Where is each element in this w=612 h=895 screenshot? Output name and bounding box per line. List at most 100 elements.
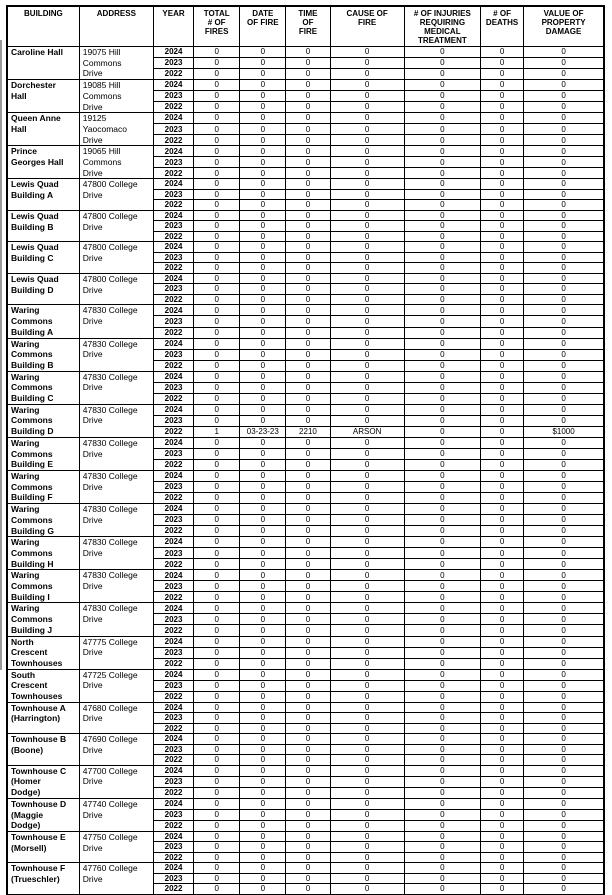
table-row: 2022 1 03-23-23 2210 ARSON 0 0 $1000 xyxy=(7,425,605,438)
cell-cause-of-fire: 0 xyxy=(329,458,405,471)
cell-deaths: 0 xyxy=(479,230,525,243)
table-row: 2023 0 0 0 0 0 0 0 xyxy=(7,123,605,136)
cell-date-of-fire: 0 xyxy=(239,775,287,788)
cell-property-damage: 0 xyxy=(523,613,605,626)
cell-cause-of-fire: 0 xyxy=(329,293,405,306)
cell-total-fires: 0 xyxy=(193,808,241,821)
cell-deaths: 0 xyxy=(479,733,525,745)
table-row: 2023 0 0 0 0 0 0 0 xyxy=(7,220,605,232)
cell-property-damage: 0 xyxy=(523,57,605,70)
cell-total-fires: 0 xyxy=(193,764,241,777)
cell-total-fires: 0 xyxy=(193,414,241,427)
year-cell: 2024 xyxy=(152,830,195,843)
cell-injuries: 0 xyxy=(403,819,482,832)
cell-cause-of-fire: 0 xyxy=(329,481,405,494)
cell-cause-of-fire: 0 xyxy=(329,591,405,604)
cell-date-of-fire: 0 xyxy=(239,819,287,832)
cell-deaths: 0 xyxy=(479,646,525,659)
table-row: Dorchester Hall 19085 Hill Commons Drive 2… xyxy=(6,79,605,114)
cell-date-of-fire: 0 xyxy=(239,134,287,147)
cell-property-damage: 0 xyxy=(523,819,605,832)
cell-property-damage: 0 xyxy=(523,851,605,864)
building-address-cell: 47800 College Drive xyxy=(78,178,154,211)
cell-date-of-fire: 0 xyxy=(239,293,287,306)
cell-cause-of-fire: 0 xyxy=(329,514,405,527)
cell-cause-of-fire: 0 xyxy=(329,283,405,295)
cell-date-of-fire: 0 xyxy=(239,392,287,405)
cell-date-of-fire: 0 xyxy=(239,381,287,394)
cell-property-damage: 0 xyxy=(523,841,605,853)
table-body: Caroline Hall 19075 Hill Commons Drive 202… xyxy=(6,45,605,895)
cell-property-damage: 0 xyxy=(523,123,605,136)
table-row: 2023 0 0 0 0 0 0 0 xyxy=(7,547,605,560)
cell-total-fires: 0 xyxy=(193,251,241,264)
cell-total-fires: 0 xyxy=(193,503,241,516)
cell-injuries: 0 xyxy=(403,199,482,211)
year-cell: 2022 xyxy=(152,624,195,637)
cell-injuries: 0 xyxy=(403,883,482,895)
cell-time-of-fire: 0 xyxy=(285,547,331,560)
cell-property-damage: 0 xyxy=(523,436,605,449)
cell-time-of-fire: 0 xyxy=(285,134,331,147)
column-header-year: YEAR xyxy=(152,5,195,47)
cell-date-of-fire: 0 xyxy=(239,326,287,339)
cell-deaths: 0 xyxy=(479,536,525,549)
cell-time-of-fire: 0 xyxy=(285,112,331,125)
cell-deaths: 0 xyxy=(479,525,525,538)
cell-cause-of-fire: 0 xyxy=(329,712,405,724)
year-cell: 2023 xyxy=(152,743,195,756)
cell-date-of-fire: 0 xyxy=(239,503,287,516)
cell-deaths: 0 xyxy=(479,492,525,505)
year-cell: 2022 xyxy=(152,690,195,703)
table-row: Caroline Hall 19075 Hill Commons Drive 202… xyxy=(6,45,605,81)
cell-total-fires: 0 xyxy=(193,68,241,81)
year-cell: 2023 xyxy=(152,251,195,264)
building-address-cell: 47725 College Drive xyxy=(78,668,154,703)
year-cell: 2024 xyxy=(152,178,195,190)
cell-property-damage: 0 xyxy=(523,775,605,788)
cell-total-fires: 0 xyxy=(193,337,241,350)
cell-time-of-fire: 0 xyxy=(285,156,331,169)
cell-property-damage: 0 xyxy=(523,808,605,821)
cell-injuries: 0 xyxy=(403,602,482,615)
column-header-time-of-fire: TIME OF FIRE xyxy=(285,5,331,47)
year-cell: 2022 xyxy=(152,326,195,339)
cell-injuries: 0 xyxy=(403,156,482,169)
cell-deaths: 0 xyxy=(479,45,525,59)
cell-injuries: 0 xyxy=(403,580,482,593)
cell-deaths: 0 xyxy=(479,872,525,885)
cell-cause-of-fire: 0 xyxy=(329,381,405,394)
year-cell: 2024 xyxy=(152,370,195,383)
cell-cause-of-fire: 0 xyxy=(329,209,405,222)
year-cell: 2022 xyxy=(152,230,195,243)
cell-cause-of-fire: 0 xyxy=(329,230,405,243)
cell-deaths: 0 xyxy=(479,337,525,350)
cell-property-damage: 0 xyxy=(523,272,605,285)
cell-time-of-fire: 0 xyxy=(285,883,331,895)
table-row: 2022 0 0 0 0 0 0 0 xyxy=(7,101,605,114)
cell-time-of-fire: 0 xyxy=(285,262,331,274)
cell-deaths: 0 xyxy=(479,425,525,438)
year-cell: 2023 xyxy=(152,775,195,788)
cell-injuries: 0 xyxy=(403,370,482,383)
cell-deaths: 0 xyxy=(479,458,525,471)
cell-date-of-fire: 0 xyxy=(239,315,287,328)
cell-injuries: 0 xyxy=(403,45,482,59)
cell-injuries: 0 xyxy=(403,841,482,853)
cell-time-of-fire: 0 xyxy=(285,57,331,70)
cell-injuries: 0 xyxy=(403,525,482,538)
cell-injuries: 0 xyxy=(403,230,482,243)
cell-deaths: 0 xyxy=(479,613,525,626)
column-header-date-of-fire: DATE OF FIRE xyxy=(239,5,287,47)
cell-deaths: 0 xyxy=(479,101,525,114)
header-row: BUILDING ADDRESS YEAR TOTAL # OF FIRES DATE … xyxy=(6,5,605,47)
cell-injuries: 0 xyxy=(403,591,482,604)
table-row: 2022 0 0 0 0 0 0 0 xyxy=(7,558,605,571)
cell-date-of-fire: 0 xyxy=(239,646,287,659)
cell-time-of-fire: 0 xyxy=(285,503,331,516)
cell-injuries: 0 xyxy=(403,536,482,549)
cell-cause-of-fire: 0 xyxy=(329,883,405,895)
cell-property-damage: 0 xyxy=(523,447,605,460)
building-name-cell: Lewis Quad Building C xyxy=(6,241,80,274)
cell-injuries: 0 xyxy=(403,862,482,874)
